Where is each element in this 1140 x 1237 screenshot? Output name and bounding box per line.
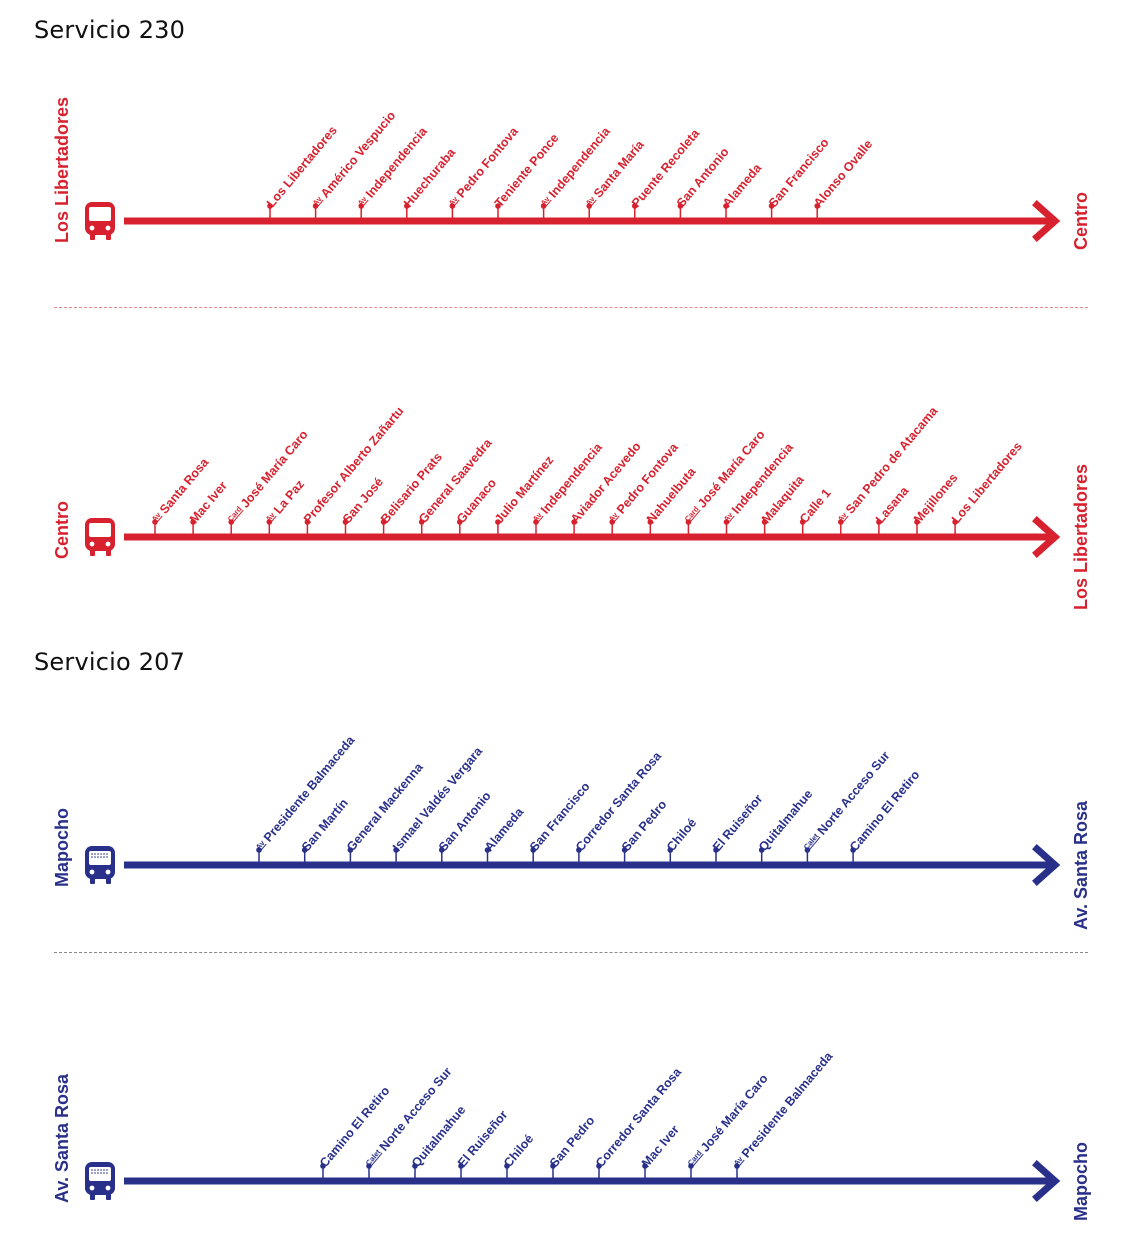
stop-marker: [685, 519, 692, 525]
stop-marker: [632, 203, 638, 209]
stop-marker: [304, 519, 311, 525]
stop-marker: [761, 519, 768, 525]
route-230-outbound: Los Libertadores AvAmérico Vespucio AvInde…: [0, 96, 1140, 260]
stop-marker: [914, 519, 920, 525]
stop-marker: [642, 1163, 648, 1169]
route-207-outbound: AvPresidente Balmaceda San Martín General …: [0, 720, 1140, 929]
bus-icon: [85, 202, 115, 240]
stop-marker: [495, 203, 501, 209]
direction-arrow-icon: [1032, 200, 1061, 242]
stop-marker: [571, 519, 577, 525]
stop-marker: [550, 1163, 556, 1169]
stop-marker: [228, 519, 234, 525]
stop-marker: [439, 847, 445, 853]
stop-marker: [530, 847, 536, 853]
route-origin: Av. Santa Rosa: [52, 1073, 72, 1203]
route-207-return: Camino El Retiro CaletNorte Acceso Sur Qui…: [0, 1035, 1140, 1220]
stop-marker: [449, 203, 456, 209]
bus-icon: [85, 846, 115, 884]
route-diagram: [124, 1160, 1061, 1202]
stop-marker: [320, 1163, 326, 1169]
stop-marker: [647, 519, 654, 525]
route-destination: Centro: [1071, 192, 1091, 250]
stop-marker: [586, 203, 592, 209]
stop-marker: [723, 519, 730, 525]
stop-marker: [596, 1163, 602, 1169]
stop-marker: [358, 203, 365, 209]
direction-arrow-icon: [1032, 844, 1061, 886]
stop-marker: [190, 519, 196, 525]
stop-marker: [267, 203, 273, 209]
stop-marker: [347, 847, 354, 853]
stop-marker: [667, 847, 674, 853]
stop-marker: [540, 203, 547, 209]
service-title-207: Servicio 207: [34, 648, 186, 676]
stop-marker: [838, 519, 844, 525]
route-diagram: [124, 516, 1061, 558]
stop-marker: [734, 1163, 740, 1169]
stop-marker: [804, 847, 811, 853]
stop-marker: [418, 519, 425, 525]
stop-marker: [621, 847, 628, 853]
stop-marker: [457, 519, 463, 525]
stop-marker: [768, 203, 775, 209]
route-destination: Av. Santa Rosa: [1071, 800, 1091, 930]
stop-marker: [152, 519, 158, 525]
stop-marker: [484, 847, 491, 853]
direction-arrow-icon: [1032, 516, 1061, 558]
route-divider: [54, 952, 1088, 953]
route-divider: [54, 307, 1088, 308]
stop-marker: [677, 203, 684, 209]
stop-marker: [495, 519, 501, 525]
route-origin: Centro: [52, 501, 72, 559]
stop-marker: [380, 519, 387, 525]
stop-marker: [850, 847, 856, 853]
stop-marker: [256, 847, 262, 853]
stop-marker: [404, 203, 410, 209]
bus-icon: [85, 518, 115, 556]
route-origin: Mapocho: [52, 808, 72, 887]
stop-marker: [458, 1163, 464, 1169]
route-origin: Los Libertadores: [52, 96, 72, 243]
stop-marker: [723, 203, 729, 209]
route-diagram: [124, 200, 1061, 242]
stop-marker: [576, 847, 582, 853]
stop-marker: [393, 847, 399, 853]
route-diagram: [124, 844, 1061, 886]
stop-marker: [609, 519, 615, 525]
route-230-return: AvSanta Rosa Mac Iver CardJosé María Caro A…: [0, 400, 1140, 610]
stop-marker: [952, 519, 958, 525]
stop-marker: [504, 1163, 510, 1169]
stop-marker: [342, 519, 349, 525]
stop-marker: [799, 519, 806, 525]
stop-marker: [312, 203, 319, 209]
direction-arrow-icon: [1032, 1160, 1061, 1202]
service-title-230: Servicio 230: [34, 16, 186, 44]
stop-marker: [758, 847, 765, 853]
stop-marker: [412, 1163, 418, 1169]
stop-marker: [366, 1163, 372, 1169]
stop-marker: [876, 519, 882, 525]
route-destination: Los Libertadores: [1071, 463, 1091, 610]
stop-marker: [533, 519, 539, 525]
bus-icon: [85, 1162, 115, 1200]
stop-marker: [814, 203, 820, 209]
stop-marker: [301, 847, 308, 853]
stop-marker: [713, 847, 719, 853]
route-destination: Mapocho: [1071, 1141, 1091, 1221]
stop-marker: [688, 1163, 694, 1169]
stop-marker: [266, 519, 273, 525]
